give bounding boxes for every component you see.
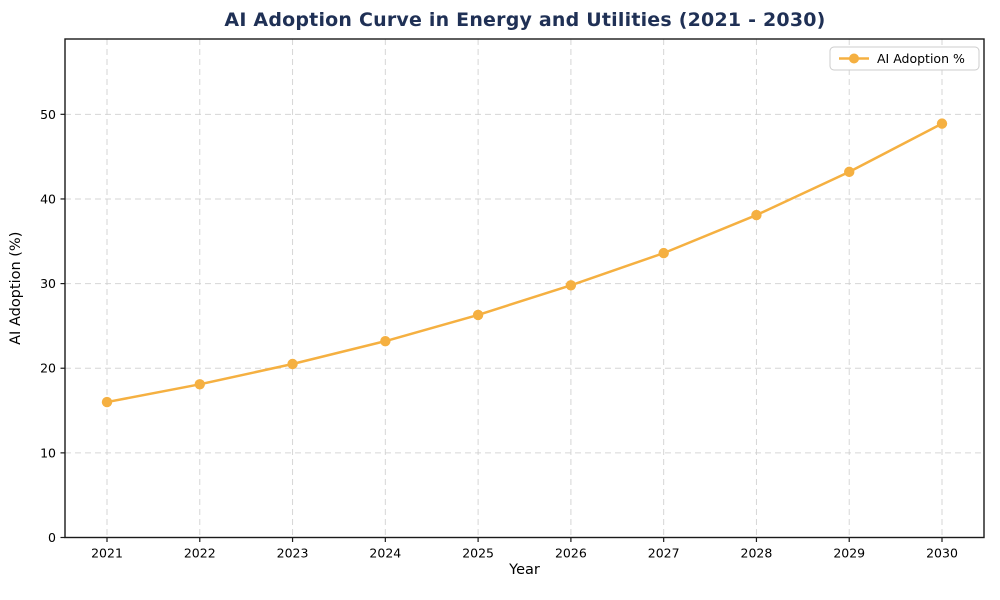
data-point-marker — [194, 379, 205, 390]
x-tick-label: 2025 — [462, 546, 494, 561]
x-tick-label: 2024 — [369, 546, 401, 561]
x-tick-label: 2026 — [555, 546, 587, 561]
series-line — [105, 122, 944, 404]
x-tick-label: 2021 — [91, 546, 123, 561]
x-tick-label: 2023 — [277, 546, 309, 561]
data-point-marker — [101, 396, 113, 408]
y-tick-label: 10 — [40, 445, 56, 460]
data-point-marker — [844, 166, 855, 178]
data-point-marker — [751, 209, 762, 221]
y-tick-label: 30 — [40, 276, 56, 291]
data-point-marker — [472, 309, 484, 321]
y-tick-label: 40 — [40, 191, 56, 206]
y-tick-label: 0 — [48, 530, 56, 545]
x-tick-label: 2022 — [184, 546, 216, 561]
x-tick-label: 2028 — [741, 546, 773, 561]
axes-spines — [64, 38, 985, 539]
data-point-marker — [565, 280, 577, 291]
x-tick-label: 2027 — [648, 546, 680, 561]
y-tick-label: 20 — [40, 361, 56, 376]
data-point-marker — [936, 118, 948, 129]
data-point-marker — [380, 335, 391, 347]
data-point-marker — [287, 358, 298, 370]
legend-marker-sample — [849, 53, 859, 64]
data-point-marker — [658, 247, 669, 259]
legend-box — [829, 46, 980, 71]
y-axis-label: AI Adoption (%) — [8, 232, 24, 345]
x-tick-label: 2030 — [926, 546, 958, 561]
legend-label: AI Adoption % — [877, 51, 965, 66]
y-tick-label: 50 — [40, 107, 56, 122]
x-axis-label: Year — [508, 562, 540, 578]
chart-title: AI Adoption Curve in Energy and Utilitie… — [224, 9, 826, 31]
x-tick-label: 2029 — [833, 546, 865, 561]
